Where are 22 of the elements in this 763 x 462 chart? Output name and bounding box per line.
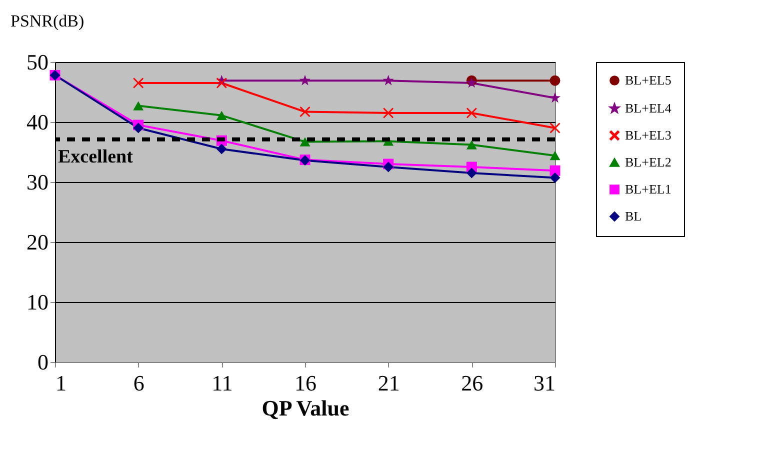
legend-label: BL+EL2 [625,154,672,170]
y-tick-label: 10 [26,290,48,314]
legend-label: BL+EL1 [625,182,672,196]
legend-label: BL [625,208,642,224]
x-tick-label: 21 [378,370,400,396]
y-axis-title: PSNR(dB) [10,12,84,30]
x-tick-label: 1 [56,370,66,396]
x-tick-label: 6 [133,370,144,396]
x-tick-label: 26 [461,370,484,396]
x-tick-label: 11 [212,370,233,396]
legend-label: BL+EL5 [625,72,672,88]
y-tick-label: 40 [26,110,48,134]
x-axis-title: QP Value [262,396,350,420]
legend-label: BL+EL4 [625,100,672,116]
y-tick-label: 50 [26,50,48,74]
ref-line-label: Excellent [58,146,134,168]
legend-label: BL+EL3 [625,128,672,142]
y-tick-label: 30 [26,170,48,194]
x-tick-label: 16 [294,370,316,396]
x-tick-label: 31 [534,370,556,396]
y-tick-label: 0 [38,350,48,374]
y-tick-label: 20 [26,230,48,254]
